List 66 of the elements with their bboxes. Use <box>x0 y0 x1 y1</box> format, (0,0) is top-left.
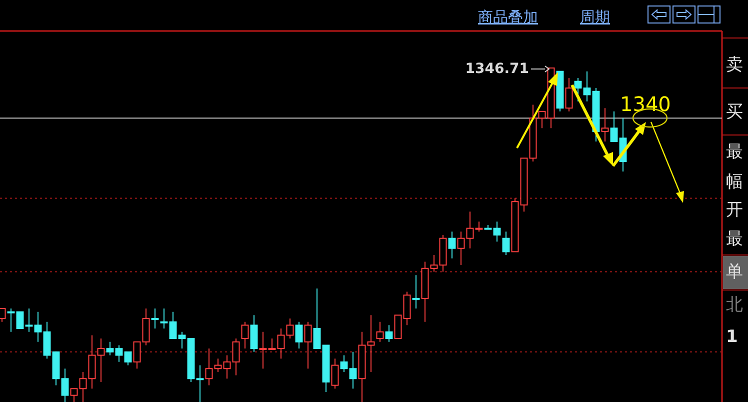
text: 买 <box>726 102 743 122</box>
candlestick <box>106 341 114 356</box>
text: 北 <box>726 295 743 315</box>
candlestick <box>385 324 393 342</box>
candlestick <box>340 354 348 372</box>
candlestick <box>34 311 42 342</box>
candlestick <box>79 371 87 402</box>
candlestick <box>466 211 474 249</box>
text: 单 <box>726 262 743 282</box>
candlestick <box>448 231 456 259</box>
candlestick <box>70 388 78 402</box>
candlestick <box>151 308 159 330</box>
candlestick <box>88 334 96 390</box>
candlestick <box>610 110 618 142</box>
text: 商品叠加 <box>478 8 538 26</box>
candlestick <box>601 108 609 142</box>
candlestick <box>475 221 483 232</box>
candlestick <box>16 311 24 330</box>
candlestick <box>196 364 204 402</box>
candlestick <box>376 321 384 342</box>
candlestick <box>7 308 15 332</box>
candlestick <box>565 78 573 112</box>
text: 卖 <box>726 55 743 75</box>
candlestick <box>430 254 438 272</box>
candlestick <box>304 321 312 370</box>
candlestick <box>313 288 321 350</box>
candlestick <box>169 311 177 340</box>
candlestick <box>484 224 492 230</box>
text: 1 <box>726 327 738 347</box>
annotation: 1340 <box>620 92 671 116</box>
candlestick <box>268 338 276 350</box>
candlestick <box>232 338 240 376</box>
candlestick <box>412 274 420 309</box>
candlestick <box>277 328 285 360</box>
candlestick <box>25 308 33 332</box>
candlestick <box>97 338 105 382</box>
candlestick <box>142 308 150 346</box>
text: 幅 <box>726 172 743 192</box>
candlestick <box>133 341 141 370</box>
candlestick <box>457 231 465 266</box>
candlestick <box>583 70 591 102</box>
candlestick <box>115 344 123 362</box>
candlestick <box>286 318 294 340</box>
candlestick <box>403 291 411 326</box>
candlestick <box>250 314 258 352</box>
candlestick <box>331 358 339 390</box>
candlestick <box>124 351 132 366</box>
candlestick <box>160 308 168 330</box>
candlestick <box>493 221 501 242</box>
text: 开 <box>726 200 743 220</box>
candlestick <box>349 351 357 390</box>
annotation: 1346.71 <box>465 61 529 77</box>
text: 最 <box>726 142 743 162</box>
candlestick <box>538 110 546 129</box>
candlestick <box>205 348 213 386</box>
candlestick <box>43 321 51 360</box>
candlestick <box>178 331 186 350</box>
candlestick <box>259 331 267 370</box>
text: 最 <box>726 229 743 249</box>
candlestick <box>241 321 249 350</box>
candlestick <box>502 231 510 256</box>
candlestick <box>295 321 303 350</box>
text: 周期 <box>580 8 610 26</box>
candlestick <box>61 368 69 402</box>
candlestick <box>394 314 402 340</box>
candlestick <box>223 354 231 380</box>
